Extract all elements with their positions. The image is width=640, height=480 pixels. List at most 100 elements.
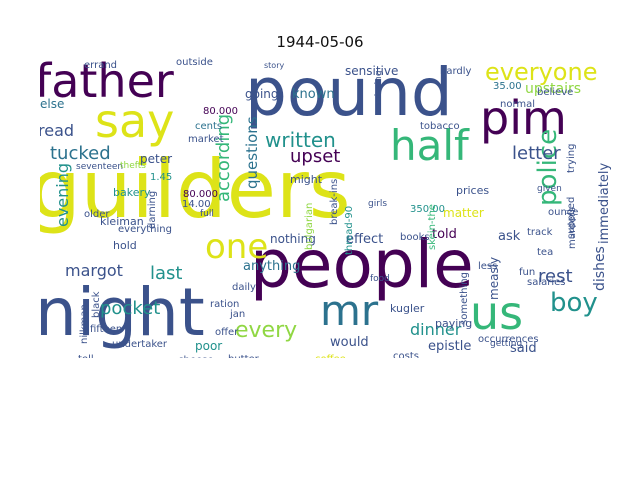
word-350-00: 350.00 — [410, 204, 445, 215]
word-epistle: epistle — [428, 339, 472, 354]
word-paying: paying — [435, 317, 473, 330]
word-cheese: cheese — [178, 356, 214, 359]
word-ask: ask — [498, 229, 521, 244]
word-trying: trying — [566, 143, 577, 173]
word-errand: errand — [84, 60, 118, 71]
word-else: else — [40, 97, 65, 111]
word-break-ins: break-ins — [329, 178, 340, 225]
word-questions: questions — [243, 116, 261, 190]
word-fifteen: fifteen — [90, 324, 123, 335]
word-margot: margot — [65, 261, 123, 280]
word-would: would — [330, 335, 369, 350]
word-dishes: dishes — [592, 246, 608, 292]
word-known: known — [292, 87, 335, 102]
word-dinner: dinner — [410, 320, 462, 339]
word-people: people — [250, 226, 474, 303]
word-nothing: nothing — [270, 232, 316, 246]
word-written: written — [265, 128, 336, 152]
word-everyone: everyone — [485, 58, 598, 86]
word-bakery: bakery — [113, 186, 151, 199]
word-occurrences: occurrences — [478, 334, 539, 345]
word-hold: hold — [113, 239, 137, 252]
word-80-000: 80.000 — [183, 189, 218, 200]
word-evening: evening — [53, 162, 72, 227]
word-tucked: tucked — [50, 143, 111, 164]
word-effect: effect — [346, 232, 384, 247]
word-undertaker: undertaker — [112, 339, 168, 350]
word-letter: letter — [512, 143, 561, 164]
word-salaries: salaries — [527, 277, 566, 288]
word-nilkman: nilkman — [79, 303, 90, 344]
word-track: track — [527, 227, 553, 238]
word-mr: mr — [320, 286, 379, 335]
word-daily: daily — [232, 282, 256, 293]
word-cloud: guilders people pound night father say pim half… — [40, 48, 630, 358]
word-jan: jan — [230, 309, 246, 320]
word-going: going — [245, 87, 279, 101]
word-thread-90: thread-90 — [344, 205, 355, 255]
word-something: something — [459, 271, 470, 325]
word-books: books — [400, 232, 430, 243]
word-costs: costs — [393, 351, 419, 359]
word-ounce: ounce — [548, 207, 579, 218]
word-1-45: 1.45 — [150, 172, 173, 183]
word-night: night — [40, 274, 205, 351]
word-pound: pound — [245, 54, 453, 131]
word-told: told — [432, 227, 457, 242]
word-bulgarian: bulgarian — [304, 202, 315, 250]
word-every: every — [235, 318, 298, 343]
word-sensitive: sensitive — [345, 64, 399, 78]
word-black: black — [91, 290, 102, 318]
word-believe: believe — [537, 87, 574, 98]
word-pim: pim — [480, 91, 567, 145]
word-kugler: kugler — [390, 302, 425, 315]
word-immediately: immediately — [597, 162, 612, 244]
word-80-000: 80.000 — [203, 106, 238, 117]
word-pocket: pocket — [100, 298, 161, 319]
word-everything: everything — [118, 224, 172, 235]
word-half: half — [390, 121, 469, 170]
word-guilders: guilders — [40, 143, 351, 236]
word-say: say — [95, 94, 175, 148]
word-skein-the: skein-the — [427, 203, 438, 250]
word-older: older — [84, 209, 110, 220]
word-missing: missing — [374, 70, 384, 105]
word-thefts: thefts — [120, 161, 146, 171]
word-father: father — [40, 54, 174, 108]
chart-title: 1944-05-06 — [276, 33, 364, 51]
word-boy: boy — [550, 288, 598, 318]
word-tea: tea — [537, 247, 554, 258]
word-police: police — [533, 128, 563, 206]
word-us: us — [470, 286, 524, 340]
word-less: less — [478, 261, 498, 272]
word-offer: offer — [215, 327, 239, 338]
word-kleiman: kleiman — [100, 215, 144, 228]
word-one: one — [205, 227, 269, 267]
word-cents: cents — [195, 121, 223, 132]
word-outside: outside — [176, 57, 213, 68]
word-seventeen: seventeen — [76, 162, 124, 172]
word-girls: girls — [368, 199, 388, 209]
word-ration: ration — [210, 299, 240, 310]
word-hardly: hardly — [440, 66, 472, 77]
word-14-00: 14.00 — [182, 199, 211, 210]
word-upset: upset — [290, 146, 341, 167]
word-market: market — [188, 134, 224, 145]
word-full: full — [200, 209, 214, 219]
word-last: last — [150, 263, 183, 284]
word-fun: fun — [519, 267, 536, 278]
word-rest: rest — [538, 266, 573, 287]
word-tell: tell — [78, 355, 94, 359]
word-might: might — [290, 173, 323, 186]
word-given: given — [537, 184, 562, 194]
word-food: food — [370, 274, 390, 284]
word-darning: darning — [147, 190, 158, 229]
word-said: said — [510, 341, 537, 356]
word-butter: butter — [228, 355, 259, 359]
word-anything: anything — [243, 259, 301, 274]
word-coffee: coffee — [315, 355, 346, 359]
word-prices: prices — [456, 184, 490, 197]
word-read: read — [40, 121, 75, 140]
word-getting: getting — [490, 339, 523, 349]
word-murders: murders — [567, 206, 578, 249]
